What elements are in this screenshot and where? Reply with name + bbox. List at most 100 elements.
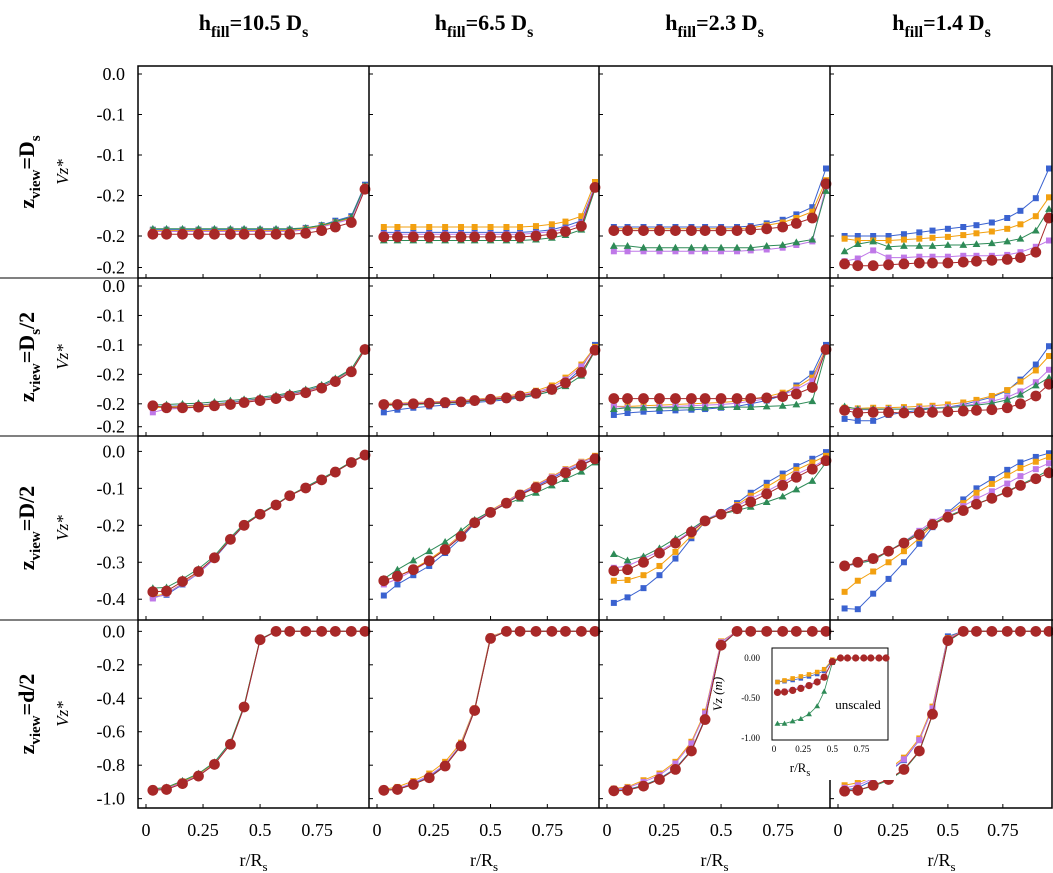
data-point-s1	[1004, 215, 1011, 221]
x-tick-label: 0.25	[187, 820, 219, 840]
data-point-s1	[900, 231, 907, 238]
data-point-s5	[820, 178, 832, 190]
y-tick-label: -0.2	[97, 394, 126, 414]
data-point-s3	[854, 255, 861, 262]
data-point-s3	[988, 488, 995, 495]
data-point-s5	[560, 226, 571, 237]
data-point-s1	[672, 555, 679, 562]
data-point-s4	[733, 403, 741, 411]
data-point-s4	[1031, 226, 1040, 234]
y-tick-label: -0.1	[97, 305, 126, 325]
data-point-s5	[329, 221, 341, 233]
data-point-s5	[654, 547, 665, 559]
inset-x-axis-label: r/Rs	[790, 760, 811, 779]
outer-border	[137, 65, 1053, 809]
data-point-s5	[670, 763, 681, 775]
data-point-s5	[439, 397, 451, 408]
data-point-s5	[927, 406, 938, 418]
data-point-s2	[809, 374, 816, 381]
data-point-s3	[973, 252, 980, 259]
data-point-s2	[885, 559, 892, 566]
data-point-s5	[986, 625, 998, 637]
data-point-s5	[378, 231, 390, 243]
inset-annotation: unscaled	[835, 697, 881, 712]
data-point-s3	[929, 253, 936, 260]
data-point-s2	[640, 572, 647, 579]
data-point-s1	[916, 229, 923, 236]
data-point-s4	[687, 403, 696, 411]
y-tick-label: -0.6	[97, 722, 126, 742]
data-point-s5	[270, 625, 282, 637]
data-point-s5	[715, 639, 727, 651]
data-point-s4	[778, 492, 787, 500]
data-point-s2	[793, 466, 800, 473]
data-point-s1	[823, 449, 829, 456]
y-tick-label: -0.2	[97, 258, 126, 278]
data-point-s5	[790, 218, 802, 229]
data-point-s5	[514, 489, 526, 501]
data-point-s5	[608, 393, 620, 404]
data-point-s2	[394, 224, 401, 230]
data-point-s2	[1032, 458, 1039, 465]
data-point-s5	[715, 508, 727, 520]
data-point-s3	[688, 740, 695, 747]
data-point-s5	[1043, 467, 1053, 479]
data-point-s4	[1045, 373, 1053, 381]
data-point-s5	[161, 585, 172, 597]
data-point-s2	[900, 548, 907, 555]
panel-r3-c3	[599, 449, 832, 620]
data-point-s4	[972, 240, 981, 248]
data-point-s2	[988, 480, 995, 487]
data-point-s4	[655, 243, 664, 251]
data-point-s5	[852, 260, 864, 272]
data-point-s5	[530, 625, 542, 637]
data-point-s4	[623, 556, 632, 564]
data-point-s5	[161, 228, 172, 240]
data-point-s3	[973, 495, 980, 502]
data-point-s4	[778, 241, 787, 248]
data-point-s5	[238, 228, 250, 240]
data-point-s2	[763, 483, 770, 490]
data-point-s5	[407, 231, 419, 243]
data-point-s5	[1001, 625, 1013, 637]
data-point-s3	[610, 248, 617, 255]
series-line-4	[383, 630, 595, 791]
inset-data-point-s2	[821, 666, 827, 672]
x-tick-label: 0.75	[532, 820, 564, 840]
data-point-s5	[761, 223, 773, 235]
data-point-s1	[640, 585, 647, 592]
data-point-s2	[944, 233, 951, 240]
data-point-s1	[885, 575, 892, 582]
data-point-s4	[733, 243, 741, 251]
inset-data-point-s5	[836, 654, 845, 662]
data-point-s5	[501, 231, 512, 243]
data-point-s5	[790, 388, 802, 400]
data-point-s2	[1004, 225, 1011, 232]
data-point-s5	[359, 183, 371, 195]
data-point-s5	[686, 526, 697, 538]
inset-data-point-s5	[860, 654, 868, 662]
data-point-s3	[900, 254, 907, 261]
data-point-s5	[589, 182, 601, 193]
data-point-s4	[762, 242, 771, 249]
data-point-s4	[959, 241, 968, 248]
data-point-s5	[254, 508, 266, 520]
data-point-s5	[392, 399, 403, 410]
panel-frame	[0, 65, 1053, 809]
data-point-s5	[455, 740, 467, 752]
data-point-s5	[913, 745, 925, 757]
data-point-s4	[701, 403, 709, 411]
row-title-3: zview=D/2	[14, 486, 44, 570]
panel-r4-c2	[369, 625, 601, 808]
data-point-s5	[867, 779, 879, 791]
data-point-s5	[469, 705, 481, 716]
data-point-s4	[671, 243, 680, 251]
data-point-s5	[147, 784, 159, 796]
data-point-s4	[393, 565, 402, 573]
data-point-s2	[410, 224, 417, 230]
data-point-s2	[458, 224, 465, 230]
data-point-s5	[147, 400, 159, 412]
data-point-s2	[973, 396, 980, 403]
column-title-1: hfill=10.5 Ds	[199, 10, 309, 41]
panel-grid	[0, 65, 1053, 809]
